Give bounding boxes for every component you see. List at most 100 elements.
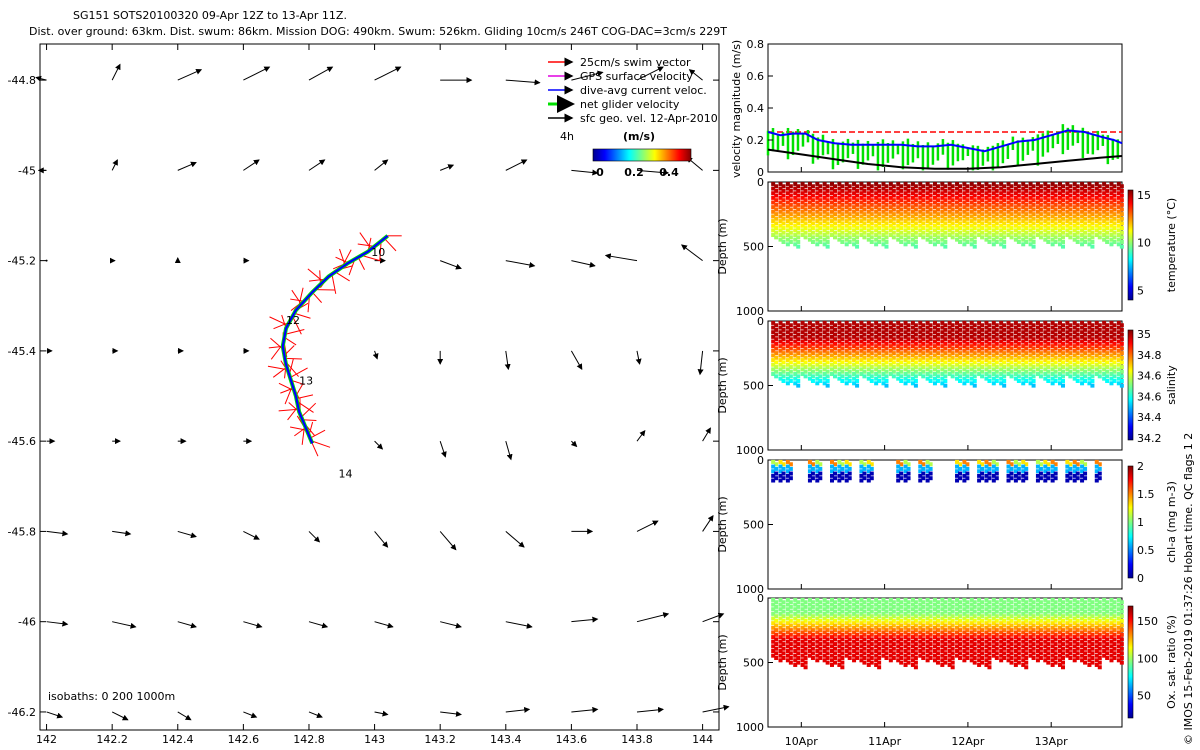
profile-point <box>825 337 830 342</box>
profile-point <box>1102 597 1107 602</box>
profile-point <box>774 323 779 328</box>
profile-point <box>788 609 793 614</box>
profile-point <box>969 362 974 367</box>
profile-point <box>969 367 974 372</box>
profile-point <box>1009 609 1014 614</box>
profile-point <box>891 369 896 374</box>
profile-point <box>1097 230 1102 235</box>
profile-point <box>810 632 815 637</box>
profile-point <box>955 228 960 233</box>
profile-point <box>1060 623 1065 628</box>
profile-point <box>1006 621 1011 626</box>
profile-point <box>1068 346 1073 351</box>
profile-point <box>896 219 901 224</box>
profile-point <box>918 602 923 607</box>
profile-point <box>844 635 849 640</box>
profile-point <box>818 337 823 342</box>
profile-point <box>830 358 835 363</box>
profile-point <box>1087 348 1092 353</box>
profile-point <box>1072 228 1077 233</box>
geo-vector <box>111 159 118 171</box>
profile-point <box>980 614 985 619</box>
profile-point <box>1009 374 1014 379</box>
profile-point <box>1060 618 1065 623</box>
profile-point <box>830 639 835 644</box>
profile-point <box>866 358 871 363</box>
swim-vector <box>289 367 308 379</box>
profile-point <box>1057 621 1062 626</box>
profile-point <box>822 367 827 372</box>
profile-point <box>1112 374 1117 379</box>
profile-point <box>891 230 896 235</box>
profile-point <box>932 334 937 339</box>
profile-point <box>1109 219 1114 224</box>
profile-point <box>955 214 960 219</box>
profile-point <box>818 642 823 647</box>
profile-point <box>1105 355 1110 360</box>
profile-point <box>840 184 845 189</box>
profile-point <box>1038 327 1043 332</box>
profile-point <box>972 604 977 609</box>
profile-point <box>859 200 864 205</box>
profile-point <box>1013 611 1018 616</box>
profile-point <box>1116 344 1121 349</box>
profile-point <box>1102 209 1107 214</box>
profile-point <box>891 628 896 633</box>
profile-point <box>869 651 874 656</box>
profile-point <box>774 341 779 346</box>
profile-point <box>877 341 882 346</box>
profile-point <box>918 191 923 196</box>
profile-point <box>994 628 999 633</box>
profile-point <box>1050 658 1055 663</box>
profile-point <box>1013 367 1018 372</box>
profile-point <box>862 609 867 614</box>
profile-point <box>943 646 948 651</box>
profile-point <box>991 191 996 196</box>
profile-point <box>793 348 798 353</box>
profile-point <box>1046 609 1051 614</box>
profile-point <box>1087 358 1092 363</box>
profile-point <box>840 651 845 656</box>
profile-point <box>778 473 783 478</box>
profile-point <box>943 383 948 388</box>
profile-point <box>796 614 801 619</box>
profile-point <box>840 365 845 370</box>
profile-point <box>778 223 783 228</box>
profile-point <box>881 635 886 640</box>
profile-point <box>906 341 911 346</box>
profile-point <box>1028 625 1033 630</box>
profile-point <box>965 378 970 383</box>
profile-point <box>852 223 857 228</box>
profile-point <box>1035 635 1040 640</box>
profile-point <box>943 202 948 207</box>
profile-point <box>1087 662 1092 667</box>
profile-point <box>866 649 871 654</box>
profile-point <box>852 348 857 353</box>
profile-point <box>940 228 945 233</box>
profile-point <box>984 602 989 607</box>
profile-point <box>1002 637 1007 642</box>
profile-point <box>903 344 908 349</box>
profile-point <box>918 233 923 238</box>
profile-point <box>958 226 963 231</box>
profile-point <box>855 355 860 360</box>
profile-point <box>866 635 871 640</box>
profile-point <box>925 653 930 658</box>
profile-point <box>896 621 901 626</box>
profile-point <box>925 607 930 612</box>
profile-point <box>1060 337 1065 342</box>
profile-point <box>950 346 955 351</box>
profile-point <box>994 212 999 217</box>
profile-point <box>1087 330 1092 335</box>
swim-vector <box>278 408 299 412</box>
profile-point <box>1080 635 1085 640</box>
profile-point <box>844 653 849 658</box>
profile-point <box>1068 226 1073 231</box>
profile-point <box>859 473 864 478</box>
profile-point <box>925 344 930 349</box>
profile-point <box>1035 325 1040 330</box>
profile-point <box>862 351 867 356</box>
profile-point <box>884 212 889 217</box>
profile-point <box>950 327 955 332</box>
profile-point <box>771 597 776 602</box>
